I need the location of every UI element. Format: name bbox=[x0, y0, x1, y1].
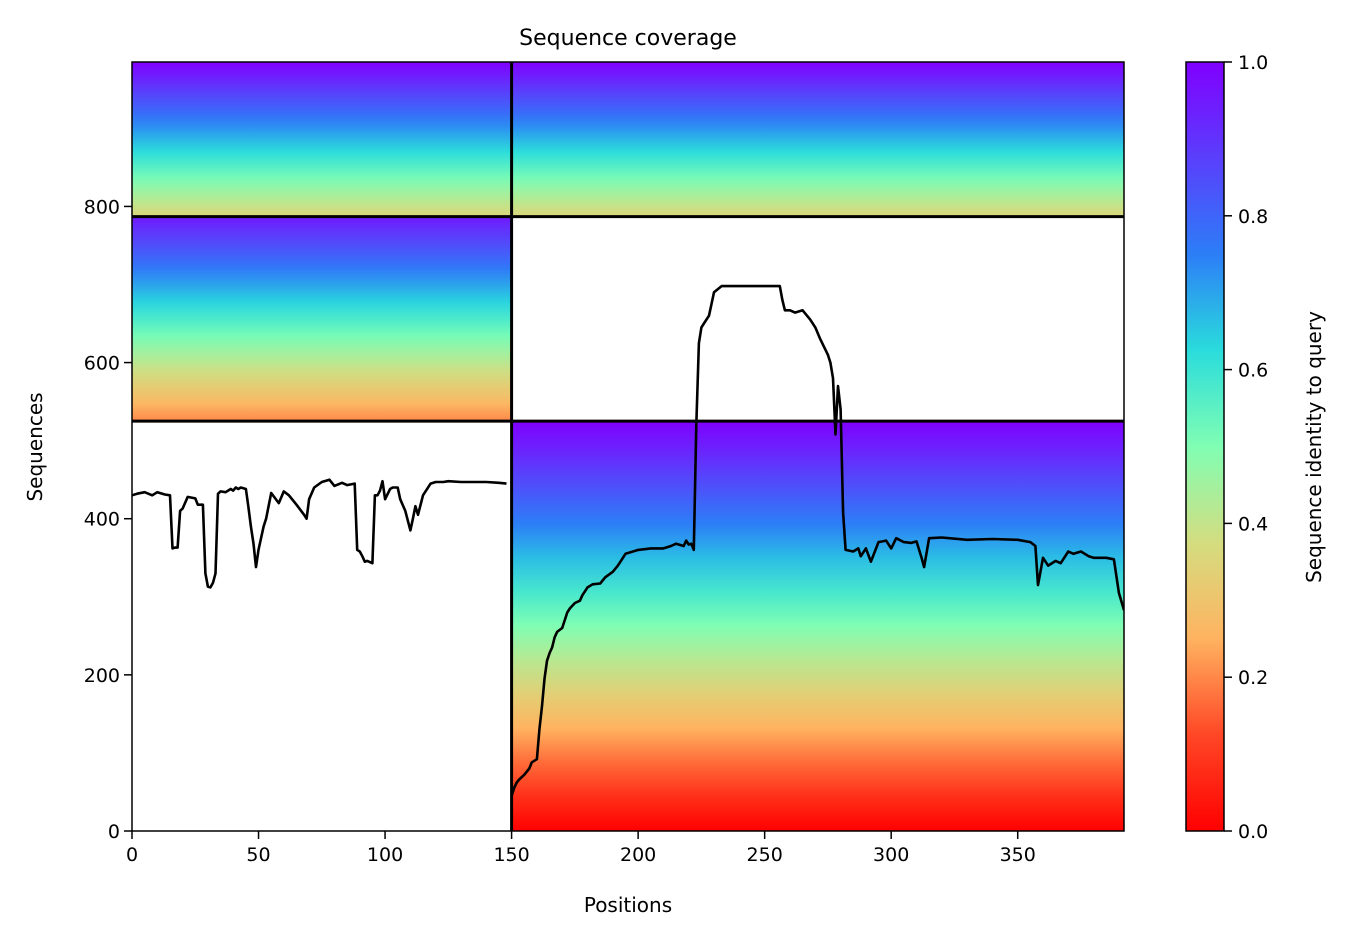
x-tick-label: 0 bbox=[126, 844, 138, 866]
x-tick-label: 50 bbox=[246, 844, 270, 866]
y-tick-label: 400 bbox=[84, 509, 120, 531]
x-axis: 0 50 100 150 200 250 300 350 bbox=[126, 831, 1036, 866]
colorbar-tick-label: 0.2 bbox=[1238, 667, 1268, 689]
coverage-line bbox=[510, 284, 1124, 797]
coverage-lines bbox=[132, 284, 1124, 797]
chain-dividers bbox=[132, 62, 1124, 831]
chart-title: Sequence coverage bbox=[519, 26, 737, 51]
colorbar-tick-label: 0.8 bbox=[1238, 206, 1268, 228]
x-axis-label: Positions bbox=[584, 893, 672, 917]
heatmap-block bbox=[132, 216, 512, 422]
x-tick-label: 350 bbox=[1000, 844, 1036, 866]
colorbar-tick-label: 1.0 bbox=[1238, 52, 1268, 74]
x-tick-label: 300 bbox=[873, 844, 909, 866]
colorbar-tick-label: 0.0 bbox=[1238, 821, 1268, 843]
y-axis: 0 200 400 600 800 bbox=[84, 196, 132, 843]
heatmap-block bbox=[511, 421, 1124, 831]
x-tick-label: 250 bbox=[747, 844, 783, 866]
plot-frame bbox=[131, 61, 1125, 832]
colorbar-tick-label: 0.6 bbox=[1238, 360, 1268, 382]
colorbar-gradient bbox=[1185, 61, 1225, 832]
coverage-line bbox=[132, 478, 507, 589]
heatmap-block bbox=[511, 62, 1124, 217]
heatmap-block bbox=[132, 62, 512, 217]
coverage-heatmap bbox=[132, 62, 1124, 831]
plot-area bbox=[132, 62, 1124, 831]
y-tick-label: 0 bbox=[108, 821, 120, 843]
x-tick-label: 200 bbox=[620, 844, 656, 866]
colorbar-tick-label: 0.4 bbox=[1238, 513, 1268, 535]
y-tick-label: 600 bbox=[84, 353, 120, 375]
colorbar-label: Sequence identity to query bbox=[1302, 311, 1326, 583]
x-tick-label: 150 bbox=[493, 844, 529, 866]
y-axis-label: Sequences bbox=[23, 392, 47, 501]
x-tick-label: 100 bbox=[367, 844, 403, 866]
y-tick-label: 800 bbox=[84, 196, 120, 218]
y-tick-label: 200 bbox=[84, 665, 120, 687]
colorbar: 0.0 0.2 0.4 0.6 0.8 1.0 Sequence identity to … bbox=[1185, 52, 1326, 843]
colorbar-ticks: 0.0 0.2 0.4 0.6 0.8 1.0 bbox=[1224, 52, 1268, 843]
